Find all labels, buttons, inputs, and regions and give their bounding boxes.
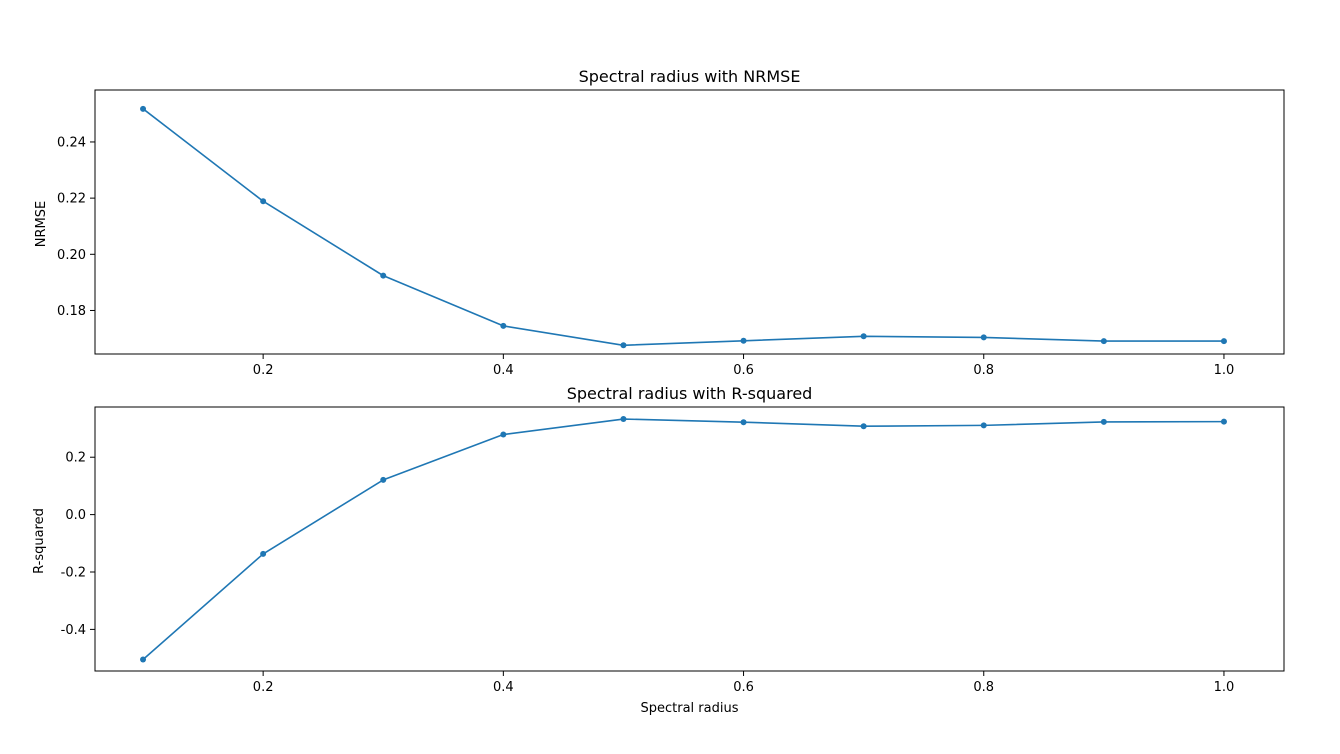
plot-area bbox=[140, 416, 1227, 663]
data-point bbox=[740, 337, 747, 344]
x-tick-label: 0.6 bbox=[733, 363, 754, 378]
y-tick-label: 0.18 bbox=[57, 304, 86, 319]
data-point bbox=[620, 416, 627, 423]
data-point bbox=[260, 550, 267, 557]
axes-frame bbox=[94, 406, 1285, 672]
data-point bbox=[1220, 338, 1227, 345]
subplot-r-squared: Spectral radius with R-squared Spectral … bbox=[32, 384, 1285, 716]
x-tick-label: 1.0 bbox=[1214, 680, 1235, 695]
y-axis-label: NRMSE bbox=[34, 201, 49, 247]
x-tick-label: 0.4 bbox=[493, 363, 514, 378]
x-tick-label: 0.2 bbox=[253, 680, 274, 695]
data-point bbox=[140, 105, 147, 112]
axis-ticks: 0.2 0.4 0.6 0.8 1.0 -0.4 -0.2 0.0 0.2 bbox=[61, 451, 1235, 695]
y-tick-label: 0.2 bbox=[65, 451, 86, 466]
data-point bbox=[140, 656, 147, 663]
y-tick-label: 0.0 bbox=[65, 508, 86, 523]
y-tick-label: -0.4 bbox=[61, 623, 86, 638]
x-tick-label: 0.2 bbox=[253, 363, 274, 378]
data-point bbox=[980, 334, 987, 341]
subplot-nrmse: Spectral radius with NRMSE NRMSE 0.2 0.4 0… bbox=[34, 67, 1285, 378]
data-point bbox=[260, 198, 267, 205]
data-point bbox=[740, 419, 747, 426]
y-tick-label: -0.2 bbox=[61, 566, 86, 581]
series-line bbox=[142, 108, 1225, 347]
data-point bbox=[500, 431, 507, 438]
y-axis-label: R-squared bbox=[32, 508, 47, 574]
data-point bbox=[380, 272, 387, 279]
x-tick-label: 0.8 bbox=[973, 680, 994, 695]
chart-title: Spectral radius with R-squared bbox=[567, 384, 813, 403]
data-point bbox=[980, 422, 987, 429]
data-point bbox=[860, 333, 867, 340]
x-tick-label: 1.0 bbox=[1214, 363, 1235, 378]
data-point bbox=[1220, 418, 1227, 425]
y-tick-label: 0.20 bbox=[57, 248, 86, 263]
x-tick-label: 0.8 bbox=[973, 363, 994, 378]
series-line bbox=[142, 418, 1225, 661]
data-point bbox=[860, 423, 867, 430]
data-point bbox=[1100, 338, 1107, 345]
data-point bbox=[500, 322, 507, 329]
y-tick-label: 0.24 bbox=[57, 135, 86, 150]
x-tick-label: 0.6 bbox=[733, 680, 754, 695]
x-tick-label: 0.4 bbox=[493, 680, 514, 695]
chart-title: Spectral radius with NRMSE bbox=[579, 67, 801, 86]
data-point bbox=[620, 342, 627, 349]
axis-ticks: 0.2 0.4 0.6 0.8 1.0 0.18 0.20 0.22 0.24 bbox=[57, 135, 1234, 378]
data-point bbox=[1100, 418, 1107, 425]
axes-frame bbox=[94, 89, 1285, 355]
y-tick-label: 0.22 bbox=[57, 192, 86, 207]
plot-area bbox=[140, 105, 1227, 349]
x-axis-label: Spectral radius bbox=[641, 701, 739, 716]
data-point bbox=[380, 476, 387, 483]
